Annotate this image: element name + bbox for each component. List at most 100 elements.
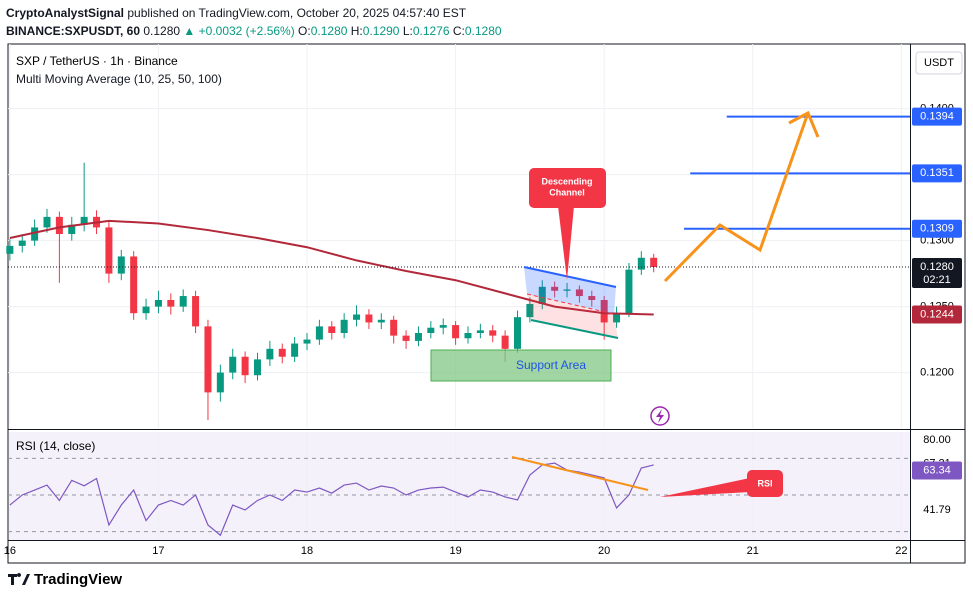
value-sublabel: 02:21 [923,274,951,286]
callout-text: Channel [549,187,585,197]
candle-body [130,256,138,314]
value-label: 0.1351 [920,167,954,179]
callout [747,470,783,497]
candle-body [303,339,311,344]
frame [7,43,966,564]
candle-body [551,286,559,291]
channel-line [530,319,619,339]
candle-body [476,330,484,333]
pane-title: RSI (14, close) [16,439,95,453]
ohlc-key: H: [350,24,363,38]
candle-body [377,319,385,323]
value-box [912,258,962,289]
axis: USDT 0.12000.12500.13000.13500.14000.124… [4,51,963,557]
value-label: 0.1394 [920,110,954,122]
candle-body [600,300,608,323]
event-icon-bolt [656,409,664,423]
candle-body [353,314,361,320]
candle-body [315,326,323,340]
x-tick-label: 21 [747,545,759,557]
callout-text: Descending [541,176,592,186]
candle-body [154,300,162,307]
ohlc-key: C: [452,24,465,38]
candle-body [452,325,460,339]
candle-body [179,296,187,307]
symbol: BINANCE:SXPUSDT, 60 [6,24,141,38]
y-tick-label: 41.79 [923,504,951,516]
header: CryptoAnalystSignal published on Trading… [6,4,502,40]
logo-icon [8,573,30,585]
value-box [912,219,962,238]
candle-body [340,319,348,333]
candle-body [68,224,76,235]
candle-body [365,314,373,323]
candle-body [650,257,658,268]
candle-body [117,256,125,274]
candle-body [514,317,522,349]
candle-body [266,348,274,360]
pane-title: SXP / TetherUS · 1h · Binance [16,54,178,68]
candle-body [439,325,447,328]
ohlc-value: 0.1280 [464,24,502,38]
value-box [912,164,962,183]
candle-body [427,327,435,333]
value-box [912,305,962,324]
x-tick-label: 17 [152,545,164,557]
ohlc-value: 0.1276 [412,24,450,38]
callout-pointer [558,206,574,280]
candle-body [328,326,336,333]
candle-body [216,372,224,393]
currency: USDT [924,57,954,69]
candle-body [501,335,509,349]
candle-body [80,216,88,225]
annotations: Support Area Descending Channel RSI [430,110,820,497]
header-line: CryptoAnalystSignal published on Trading… [6,4,502,22]
grid [8,44,910,540]
candle-body [253,359,261,376]
y-tick-label: 80.00 [923,434,951,446]
rsi-trendline [511,456,649,491]
candle-body [31,227,39,241]
channel-lower [527,294,618,338]
projection-arrow [788,110,820,138]
ohlc-key: L: [402,24,413,38]
candle-body [538,286,546,304]
candle-body [18,240,26,246]
candle-body [278,348,286,357]
header-line: BINANCE:SXPUSDT, 60 0.1280 ▲ +0.0032 (+2… [6,22,502,40]
candle-body [489,330,497,336]
currency-box[interactable] [915,51,963,75]
candle-body [464,332,472,339]
callout-pointer [660,478,750,497]
candle-body [105,227,113,274]
x-tick-label: 16 [4,545,16,557]
candle-body [142,306,150,314]
channel-line [526,293,615,315]
candle-body [192,296,200,327]
brand: TradingView [34,571,122,588]
callout [529,168,606,208]
candle-body [43,216,51,228]
candle-body [575,289,583,297]
channel-upper [524,267,616,314]
candle-body [6,245,14,254]
value-label: 63.34 [923,464,951,476]
candle-body [526,303,534,318]
value-label: 0.1309 [920,223,954,235]
support-area [430,349,612,382]
channel-line [523,266,617,288]
candle-body [588,296,596,300]
ohlc-value: 0.1290 [362,24,400,38]
candle-body [613,313,621,323]
last-price: 0.1280 [143,24,181,38]
overlay-name: Multi Moving Average (10, 25, 50, 100) [16,72,222,86]
y-tick-label: 0.1200 [920,366,954,378]
author: CryptoAnalystSignal [6,6,125,20]
x-tick-label: 20 [598,545,610,557]
candle-body [625,269,633,314]
logo: TradingView [8,571,122,588]
candle-body [55,216,63,235]
published: published on TradingView.com, October 20… [127,6,467,20]
